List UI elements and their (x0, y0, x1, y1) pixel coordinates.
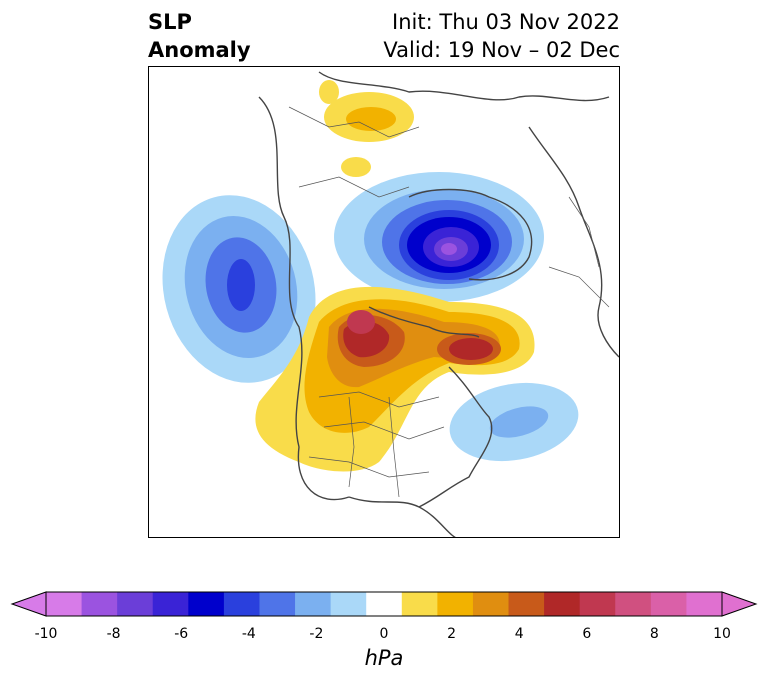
colorbar-unit-label: hPa (364, 646, 404, 670)
colorbar-bin (544, 592, 581, 616)
colorbar-border (45, 591, 723, 617)
colorbar-bin (152, 592, 189, 616)
colorbar-bin (437, 592, 474, 616)
colorbar-bin (615, 592, 652, 616)
colorbar-bin (650, 592, 687, 616)
colorbar-bin (259, 592, 296, 616)
anomaly-map (148, 66, 620, 538)
colorbar-bin (330, 592, 367, 616)
colorbar-tick-label: 8 (649, 626, 659, 642)
atlantic-low-anomaly (449, 382, 579, 462)
europe-high-anomaly (319, 80, 414, 177)
colorbar-bin (366, 592, 403, 616)
colorbar-tick-label: -8 (106, 626, 121, 642)
colorbar-tick-label: -6 (174, 626, 189, 642)
colorbar-tick-label: 10 (713, 626, 731, 642)
colorbar-tick-label: 0 (379, 626, 389, 642)
colorbar-bin (472, 592, 510, 616)
colorbar-bin (295, 592, 332, 616)
colorbar-tick-label: 6 (582, 626, 592, 642)
pacific-low-anomaly (162, 195, 316, 383)
arctic-low-anomaly (334, 172, 544, 302)
colorbar-svg (10, 591, 758, 617)
title-line-1: SLP (148, 10, 192, 34)
valid-range: Valid: 19 Nov – 02 Dec (383, 38, 620, 62)
colorbar-bin (401, 592, 438, 616)
colorbar-bin (579, 592, 616, 616)
colorbar-tick-label: -4 (241, 626, 256, 642)
colorbar-bin (46, 592, 83, 616)
colorbar-bin (81, 592, 118, 616)
init-date: Init: Thu 03 Nov 2022 (392, 10, 620, 34)
title-line-2: Anomaly (148, 38, 251, 62)
colorbar-bin (508, 592, 545, 616)
chart-title: SLP Anomaly (148, 8, 251, 64)
colorbar-bin (117, 592, 154, 616)
arctic-high-anomaly (255, 286, 535, 472)
colorbar-bin (686, 592, 723, 616)
colorbar (0, 580, 768, 680)
colorbar-extend-high (721, 591, 758, 617)
colorbar-bin (188, 592, 225, 616)
colorbar-bin (223, 592, 260, 616)
colorbar-tick-label: 2 (447, 626, 457, 642)
border-lines (288, 106, 610, 498)
anomaly-map-svg (162, 71, 619, 537)
colorbar-tick-label: 4 (514, 626, 524, 642)
colorbar-tick-label: -2 (309, 626, 324, 642)
colorbar-extend-low (10, 591, 47, 617)
colorbar-tick-label: -10 (34, 626, 58, 642)
date-info: Init: Thu 03 Nov 2022 Valid: 19 Nov – 02… (383, 8, 620, 64)
